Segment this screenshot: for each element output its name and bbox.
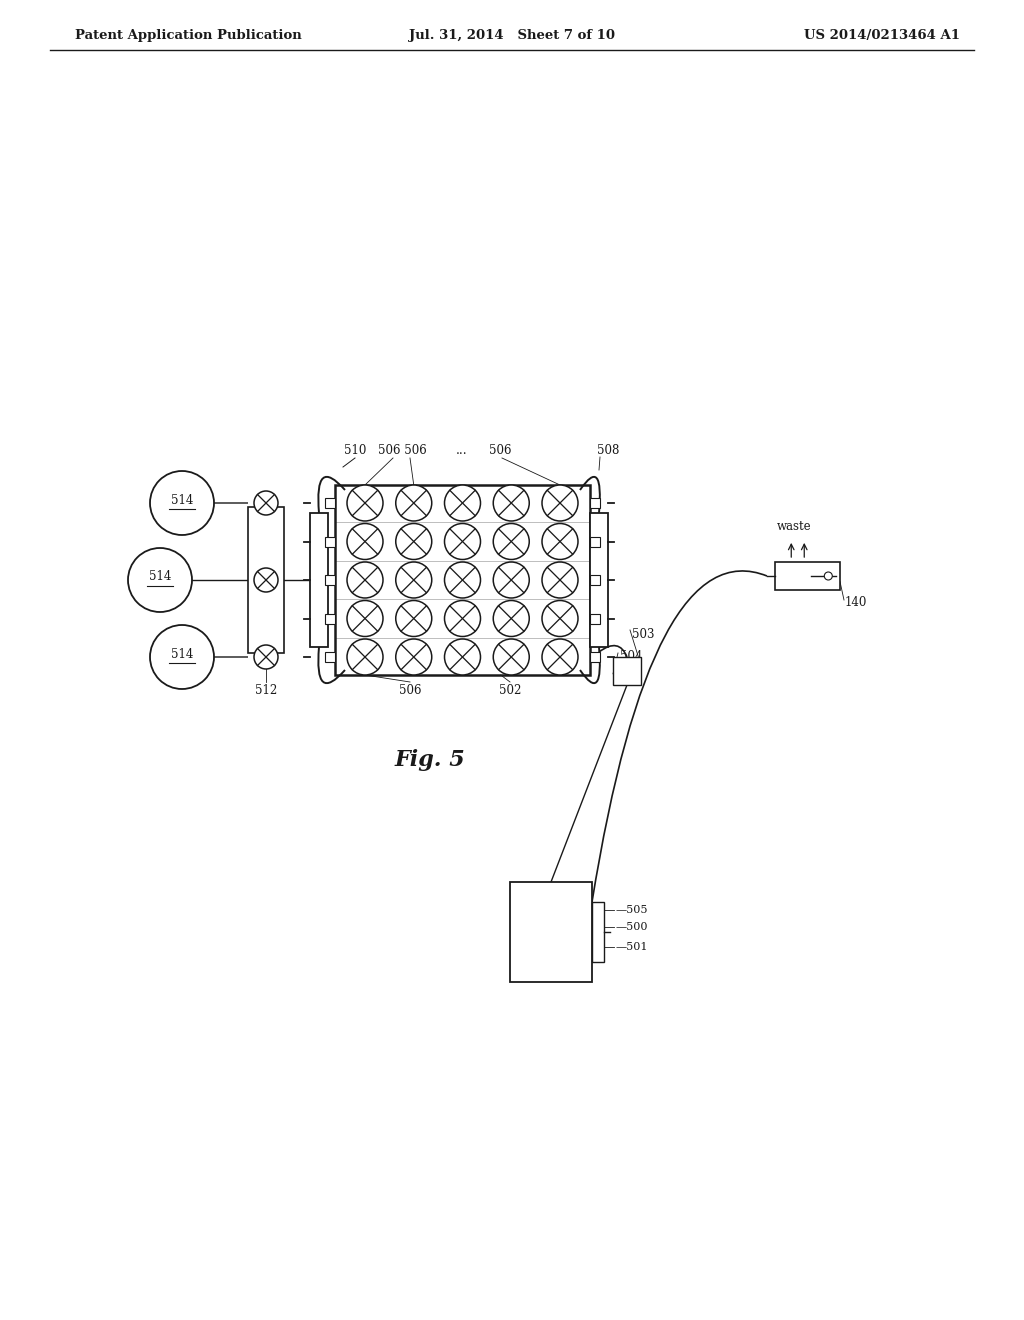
Bar	[325, 576, 335, 585]
Bar	[775, 562, 840, 590]
Bar	[590, 652, 600, 663]
Circle shape	[395, 601, 432, 636]
Text: 506: 506	[398, 684, 421, 697]
Circle shape	[254, 568, 278, 591]
Circle shape	[444, 484, 480, 521]
Text: 502: 502	[499, 684, 521, 697]
Circle shape	[494, 639, 529, 675]
Bar	[325, 652, 335, 663]
Circle shape	[542, 562, 578, 598]
Text: 140: 140	[845, 595, 867, 609]
Bar	[592, 902, 604, 962]
Text: 510: 510	[344, 444, 367, 457]
Circle shape	[494, 601, 529, 636]
Circle shape	[395, 562, 432, 598]
Circle shape	[347, 484, 383, 521]
Circle shape	[347, 524, 383, 560]
Bar	[590, 536, 600, 546]
Text: 508: 508	[597, 444, 620, 457]
Text: waste: waste	[777, 520, 812, 533]
Bar	[325, 536, 335, 546]
Bar	[325, 498, 335, 508]
Bar	[590, 576, 600, 585]
Bar	[335, 484, 590, 675]
Circle shape	[542, 524, 578, 560]
Text: 504: 504	[620, 651, 642, 664]
Text: ...: ...	[456, 444, 468, 457]
Circle shape	[347, 601, 383, 636]
Text: 512: 512	[255, 684, 278, 697]
Text: 506: 506	[488, 444, 511, 457]
Text: 503: 503	[632, 628, 654, 642]
Circle shape	[542, 484, 578, 521]
Circle shape	[542, 639, 578, 675]
Circle shape	[542, 601, 578, 636]
Circle shape	[128, 548, 193, 612]
Circle shape	[347, 639, 383, 675]
Circle shape	[150, 471, 214, 535]
Bar	[613, 657, 641, 685]
Circle shape	[444, 601, 480, 636]
Circle shape	[347, 562, 383, 598]
Circle shape	[494, 484, 529, 521]
Circle shape	[395, 484, 432, 521]
Circle shape	[395, 524, 432, 560]
Text: —505: —505	[616, 906, 648, 915]
Bar	[510, 882, 592, 982]
Bar	[325, 614, 335, 623]
Bar	[590, 498, 600, 508]
Circle shape	[444, 524, 480, 560]
Circle shape	[494, 562, 529, 598]
Text: 514: 514	[171, 494, 194, 507]
Circle shape	[254, 491, 278, 515]
Bar	[590, 614, 600, 623]
Text: Patent Application Publication: Patent Application Publication	[75, 29, 302, 42]
Circle shape	[824, 572, 833, 579]
Text: US 2014/0213464 A1: US 2014/0213464 A1	[804, 29, 961, 42]
Circle shape	[444, 639, 480, 675]
Text: 506 506: 506 506	[378, 444, 426, 457]
Text: 514: 514	[148, 570, 171, 583]
Text: 514: 514	[171, 648, 194, 660]
Text: —501: —501	[616, 942, 648, 952]
Text: —500: —500	[616, 921, 648, 932]
Text: Fig. 5: Fig. 5	[394, 748, 465, 771]
Bar	[590, 513, 608, 647]
Text: Jul. 31, 2014   Sheet 7 of 10: Jul. 31, 2014 Sheet 7 of 10	[409, 29, 615, 42]
Bar	[248, 507, 284, 653]
Circle shape	[494, 524, 529, 560]
Bar	[310, 513, 328, 647]
Circle shape	[395, 639, 432, 675]
Circle shape	[254, 645, 278, 669]
Circle shape	[150, 624, 214, 689]
Circle shape	[444, 562, 480, 598]
